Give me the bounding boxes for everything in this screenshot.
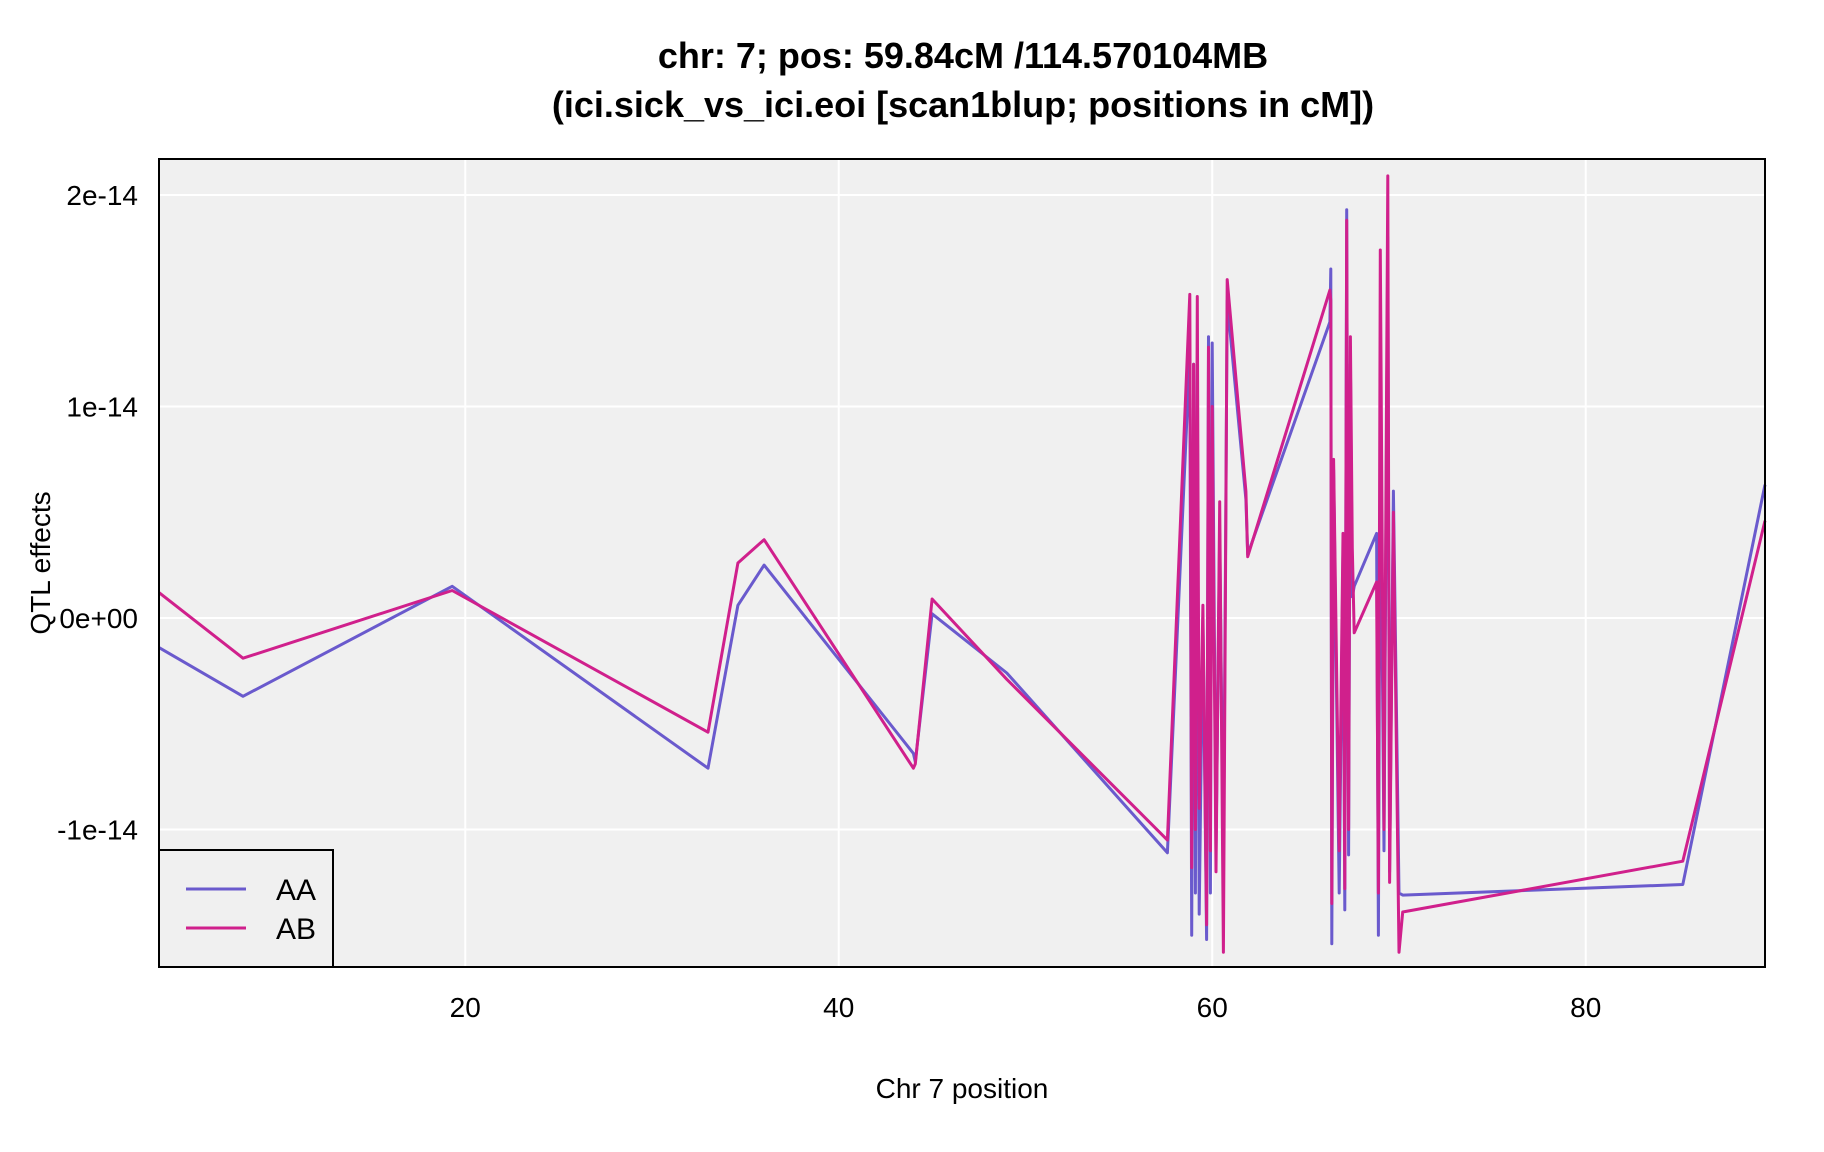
- x-tick-label: 80: [1570, 992, 1601, 1023]
- series-line-ab: [158, 174, 1767, 954]
- legend-box: [158, 849, 334, 968]
- y-tick-label: -1e-14: [57, 815, 138, 846]
- y-tick-label: 2e-14: [66, 180, 138, 211]
- y-tick-label: 0e+00: [59, 603, 138, 634]
- chart-subtitle: (ici.sick_vs_ici.eoi [scan1blup; positio…: [552, 84, 1374, 125]
- chart-title: chr: 7; pos: 59.84cM /114.570104MB: [658, 35, 1268, 76]
- x-ticks: 20 40 60 80: [450, 992, 1602, 1023]
- y-axis-label: QTL effects: [25, 491, 56, 634]
- plot-frame: [158, 158, 1766, 968]
- x-tick-label: 20: [450, 992, 481, 1023]
- x-tick-label: 40: [823, 992, 854, 1023]
- legend-label-aa: AA: [276, 874, 316, 907]
- y-tick-label: 1e-14: [66, 391, 138, 422]
- x-axis-label: Chr 7 position: [876, 1073, 1049, 1104]
- legend-label-ab: AB: [276, 913, 316, 946]
- plot-background: [159, 159, 1765, 967]
- grid: [159, 159, 1765, 967]
- y-ticks: -1e-14 0e+00 1e-14 2e-14: [57, 180, 138, 846]
- series-lines: [158, 174, 1767, 954]
- legend: AA AB: [158, 849, 334, 968]
- x-tick-label: 60: [1197, 992, 1228, 1023]
